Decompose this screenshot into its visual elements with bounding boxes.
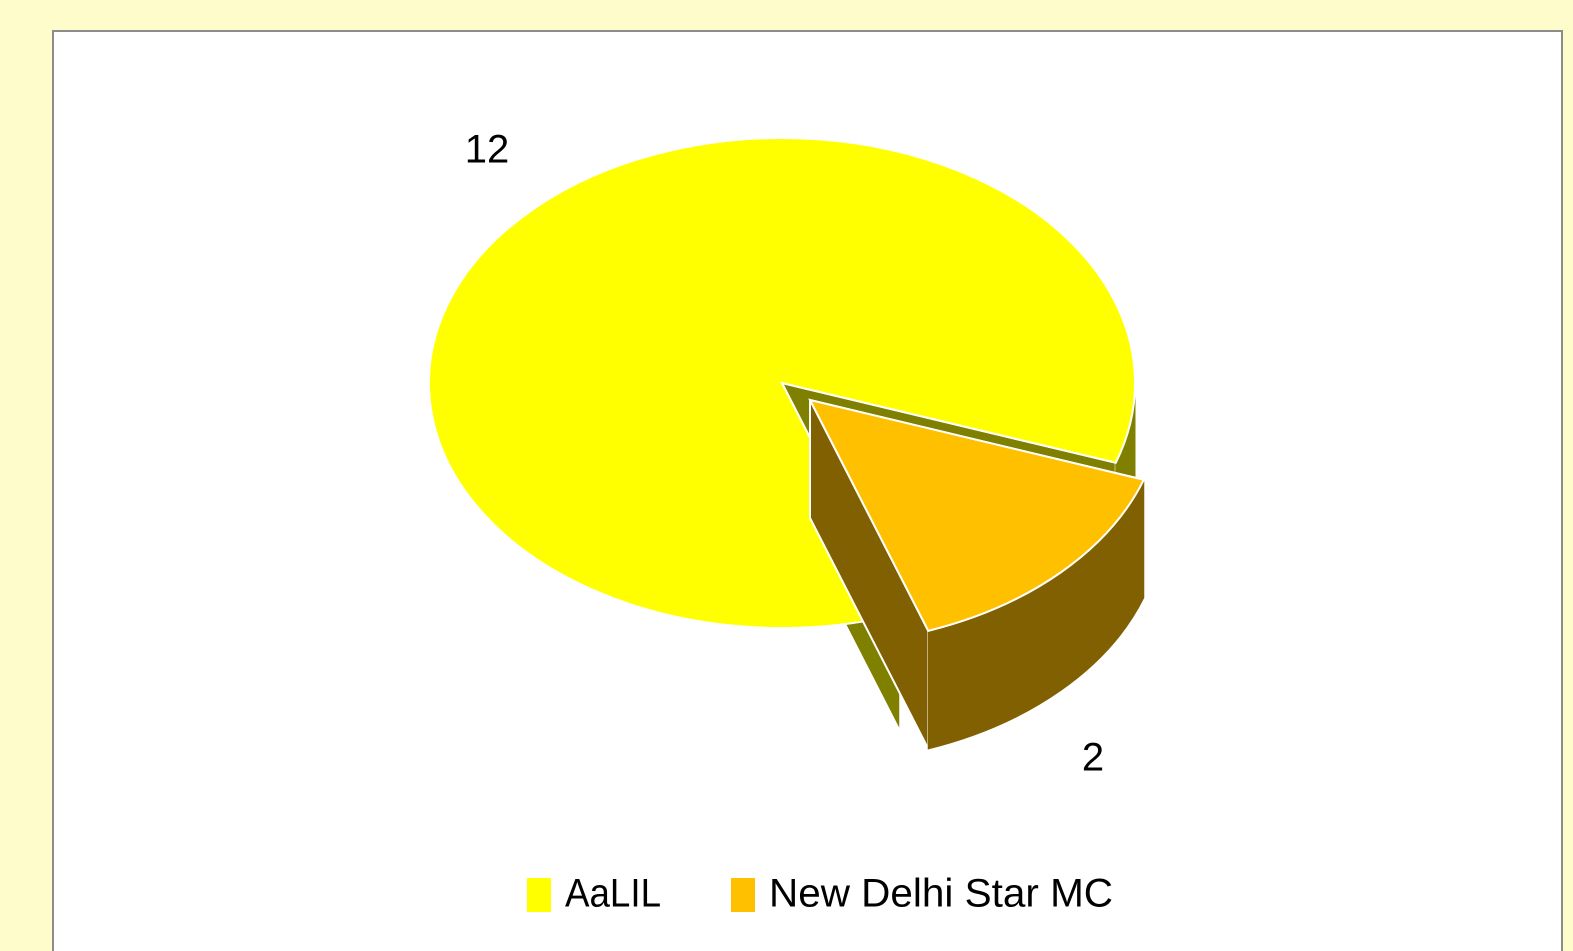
data-label: 12 (465, 128, 510, 172)
data-label: 2 (1082, 736, 1104, 780)
slice-top (428, 137, 1136, 629)
legend-label: New Delhi Star MC (769, 872, 1113, 916)
slice-top (808, 398, 1146, 633)
legend-swatch (731, 878, 755, 912)
legend-label: AaLIL (565, 872, 661, 916)
legend-swatch (527, 878, 551, 912)
pie-slice (808, 398, 1146, 750)
